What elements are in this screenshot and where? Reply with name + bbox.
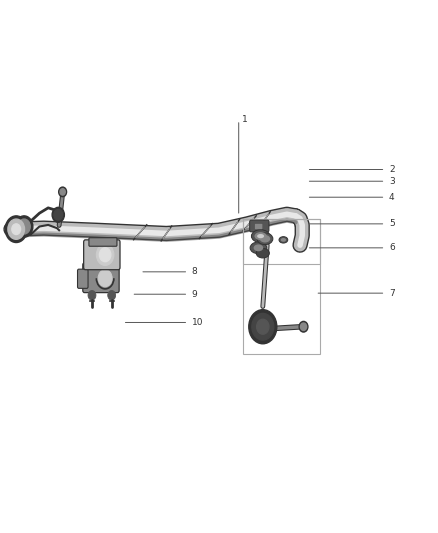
Ellipse shape — [254, 244, 263, 251]
Ellipse shape — [257, 234, 264, 238]
Circle shape — [12, 224, 21, 235]
Circle shape — [8, 219, 25, 239]
Circle shape — [52, 207, 64, 222]
Text: 8: 8 — [192, 268, 198, 276]
Circle shape — [5, 216, 27, 243]
Ellipse shape — [279, 237, 288, 243]
FancyBboxPatch shape — [83, 263, 119, 293]
Bar — [243, 219, 320, 264]
Ellipse shape — [260, 235, 270, 243]
Ellipse shape — [254, 232, 267, 240]
Ellipse shape — [256, 248, 269, 258]
Ellipse shape — [257, 233, 273, 245]
Circle shape — [15, 216, 33, 237]
Circle shape — [59, 187, 67, 197]
Bar — [243, 219, 320, 354]
FancyBboxPatch shape — [250, 220, 269, 232]
FancyBboxPatch shape — [255, 224, 262, 229]
Text: 9: 9 — [192, 290, 198, 298]
Circle shape — [96, 244, 114, 265]
Circle shape — [249, 310, 277, 344]
Text: 6: 6 — [389, 244, 395, 252]
Circle shape — [98, 270, 112, 287]
Ellipse shape — [251, 230, 270, 243]
Circle shape — [252, 313, 274, 340]
Circle shape — [88, 290, 96, 300]
FancyBboxPatch shape — [89, 238, 117, 246]
Text: 4: 4 — [389, 193, 395, 201]
Circle shape — [18, 219, 30, 234]
Text: 2: 2 — [389, 165, 395, 174]
Circle shape — [99, 248, 111, 262]
Circle shape — [299, 321, 308, 332]
Ellipse shape — [281, 238, 286, 241]
Text: 7: 7 — [389, 289, 395, 297]
Text: 10: 10 — [192, 318, 203, 327]
Circle shape — [54, 209, 63, 220]
Text: 1: 1 — [242, 116, 248, 124]
Text: 3: 3 — [389, 177, 395, 185]
FancyBboxPatch shape — [84, 240, 120, 270]
Ellipse shape — [250, 242, 267, 254]
Circle shape — [300, 323, 307, 330]
Circle shape — [257, 319, 269, 334]
FancyBboxPatch shape — [78, 269, 88, 288]
Circle shape — [108, 290, 116, 300]
Text: 5: 5 — [389, 220, 395, 228]
Circle shape — [60, 189, 65, 195]
